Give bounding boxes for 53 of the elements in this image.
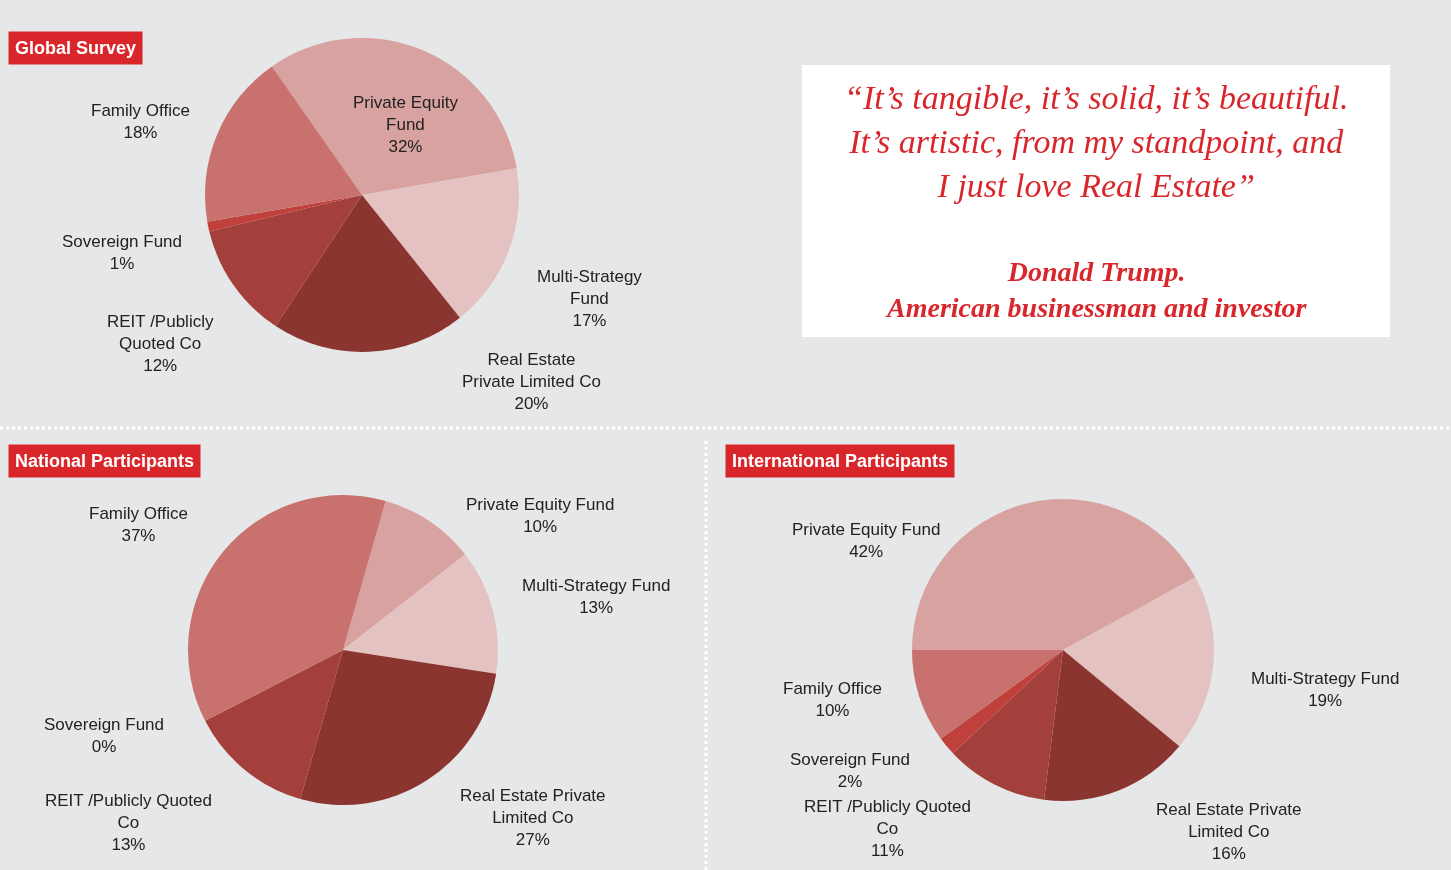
data-label: 11%: [871, 841, 904, 861]
pie-slice: [275, 195, 460, 352]
text: Donald Trump. American businessman and investor: [885, 256, 1308, 324]
text: “It’s tangible, it’s solid, it’s beautiful. It’s artistic, from my standpoint, and I just love Real Estate”: [844, 79, 1349, 205]
chart-title: International Participants: [732, 451, 949, 471]
pie-slice: [952, 650, 1063, 800]
data-label: 18%: [123, 123, 158, 143]
slice-label: Multi-Strategy Fund: [1251, 669, 1400, 688]
pie-slice: [343, 501, 466, 650]
slice-label: Multi-Strategy Fund: [522, 576, 671, 595]
pie-slice: [271, 38, 517, 195]
pie-slice: [912, 650, 1063, 739]
data-label: 2%: [837, 772, 863, 792]
data-label: 27%: [515, 830, 550, 850]
data-label: 10%: [523, 517, 558, 537]
slice-label: Family Office: [783, 679, 882, 698]
slice-label: Private Equity Fund: [466, 495, 615, 514]
slice-label: Sovereign Fund: [790, 750, 911, 769]
pie-slice: [343, 554, 498, 674]
data-label: 17%: [572, 311, 607, 331]
chart-title: Global Survey: [15, 38, 137, 58]
slice-label: Family Office: [91, 101, 190, 120]
pie-slice: [1063, 577, 1214, 747]
slice-label: REIT /Publicly Quoted Co: [107, 312, 214, 354]
data-label: 10%: [815, 701, 850, 721]
data-label: 20%: [514, 394, 549, 414]
pie-slice: [362, 168, 519, 318]
text: 0%: [91, 737, 117, 757]
data-label: 1%: [109, 254, 135, 274]
slice-label: Private Equity Fund: [792, 520, 941, 539]
slice-label: REIT /Publicly Quoted Co: [804, 797, 971, 839]
pie-slice: [188, 495, 386, 721]
data-label: 12%: [143, 356, 178, 376]
pie-slice: [1044, 650, 1180, 801]
category-label: Sovereign Fund: [44, 715, 165, 734]
slice-label: Multi-Strategy Fund: [537, 267, 643, 309]
slice-label: REIT /Publicly Quoted Co: [45, 791, 212, 833]
data-label: 42%: [849, 542, 884, 562]
data-label: 13%: [111, 835, 146, 855]
pie-slice: [207, 195, 362, 232]
pie-slice: [300, 650, 497, 805]
slice-label: Family Office: [89, 504, 188, 523]
data-label: 13%: [579, 598, 614, 618]
data-label: 16%: [1211, 844, 1246, 864]
slice-label: Real Estate Private Limited Co: [462, 350, 601, 392]
slice-label: Private Equity Fund: [353, 93, 459, 135]
data-label: 19%: [1308, 691, 1343, 711]
slice-label: Real Estate Private Limited Co: [460, 786, 606, 828]
data-label: 37%: [121, 526, 156, 546]
data-label: 32%: [388, 137, 423, 157]
slice-label: Sovereign Fund: [62, 232, 183, 251]
chart-title: National Participants: [15, 451, 195, 471]
slice-label: Real Estate Private Limited Co: [1156, 800, 1302, 842]
